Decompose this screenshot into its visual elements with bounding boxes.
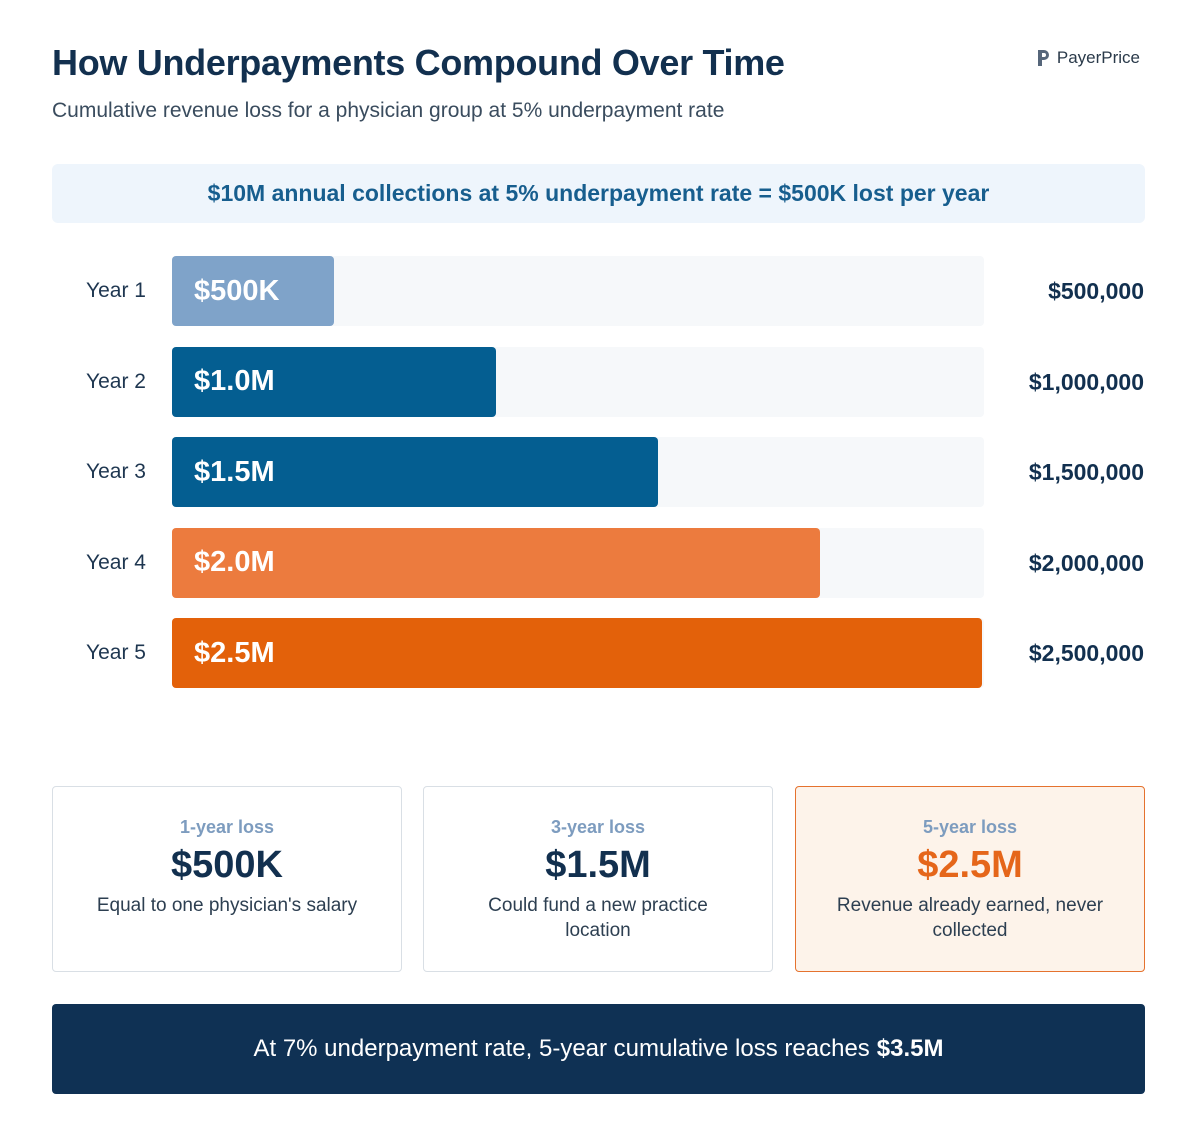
card-label: 1-year loss xyxy=(179,817,275,837)
page-subtitle: Cumulative revenue loss for a physician … xyxy=(52,99,725,122)
card-value: $1.5M xyxy=(545,844,651,886)
value-label: $2,500,000 xyxy=(1028,640,1144,666)
bar-chart: Year 1 $500K $500,000 Year 2 $1.0M $1,000,000… xyxy=(52,240,1152,710)
value-label: $500,000 xyxy=(1048,278,1144,304)
category-label: Year 3 xyxy=(86,460,146,483)
card-label: 5-year loss xyxy=(922,817,1018,837)
chart-row: Year 1 $500K $500,000 xyxy=(52,256,1152,326)
category-label: Year 1 xyxy=(86,279,146,302)
value-label: $1,500,000 xyxy=(1028,459,1144,485)
value-label: $2,000,000 xyxy=(1028,549,1144,576)
bar: $2.0M xyxy=(172,527,820,598)
page-title: How Underpayments Compound Over Time xyxy=(52,42,785,83)
card-value: $500K xyxy=(171,844,283,886)
card-value: $2.5M xyxy=(917,844,1023,886)
bar: $500K xyxy=(172,256,334,326)
brand-name: PayerPrice xyxy=(1056,48,1140,67)
chart-row: Year 5 $2.5M $2,500,000 xyxy=(52,618,1152,688)
category-label: Year 4 xyxy=(86,550,146,574)
chart-row: Year 4 $2.0M $2,000,000 xyxy=(52,527,1152,598)
chart-row: Year 2 $1.0M $1,000,000 xyxy=(52,346,1152,417)
category-label: Year 2 xyxy=(86,369,146,393)
card-label: 3-year loss xyxy=(550,817,646,837)
brand: PayerPrice xyxy=(1037,48,1140,68)
bar: $1.0M xyxy=(172,346,496,417)
payerprice-logo-icon xyxy=(1037,50,1050,66)
footer-highlight: $3.5M xyxy=(876,1035,944,1062)
category-label: Year 5 xyxy=(86,641,146,664)
card-description: Revenue already earned, never collected xyxy=(836,895,1104,941)
footer-callout: At 7% underpayment rate, 5-year cumulati… xyxy=(52,1004,1145,1094)
card-description: Could fund a new practice location xyxy=(488,895,708,941)
bar: $1.5M xyxy=(172,437,658,507)
bar: $2.5M xyxy=(172,618,982,688)
value-label: $1,000,000 xyxy=(1028,368,1144,395)
card-5-year-loss: 5-year loss $2.5M Revenue already earned… xyxy=(795,786,1145,972)
card-1-year-loss: 1-year loss $500K Equal to one physician… xyxy=(52,786,402,972)
card-3-year-loss: 3-year loss $1.5M Could fund a new pract… xyxy=(423,786,773,972)
card-description: Equal to one physician's salary xyxy=(96,895,358,916)
chart-row: Year 3 $1.5M $1,500,000 xyxy=(52,437,1152,507)
summary-banner: $10M annual collections at 5% underpayme… xyxy=(52,164,1145,223)
footer-text: At 7% underpayment rate, 5-year cumulati… xyxy=(253,1035,870,1062)
